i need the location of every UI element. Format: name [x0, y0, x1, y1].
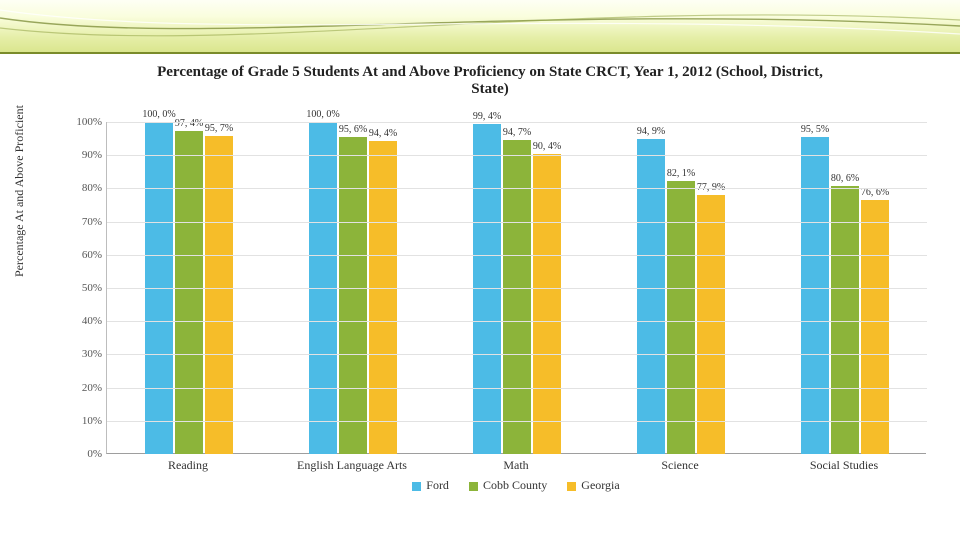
- bar-value-label: 95, 7%: [205, 123, 233, 134]
- grid-line: [107, 188, 927, 189]
- bar-value-label: 95, 6%: [339, 124, 367, 135]
- chart-title: Percentage of Grade 5 Students At and Ab…: [140, 64, 840, 98]
- legend-label: Georgia: [581, 478, 619, 492]
- grid-line: [107, 122, 927, 123]
- legend-swatch-icon: [469, 482, 478, 491]
- y-tick: 30%: [58, 348, 102, 360]
- bar: [861, 200, 889, 454]
- grid-line: [107, 354, 927, 355]
- bar-value-label: 99, 4%: [473, 111, 501, 122]
- y-tick: 70%: [58, 216, 102, 228]
- bar-value-label: 100, 0%: [142, 109, 175, 120]
- category-label: English Language Arts: [270, 458, 434, 473]
- slide-banner-line: [0, 52, 960, 54]
- bar-value-label: 94, 7%: [503, 127, 531, 138]
- grid-line: [107, 421, 927, 422]
- legend-label: Cobb County: [483, 478, 547, 492]
- y-tick: 50%: [58, 282, 102, 294]
- legend-item: Cobb County: [469, 478, 547, 493]
- legend-label: Ford: [426, 478, 449, 492]
- legend-swatch-icon: [567, 482, 576, 491]
- y-axis-label: Percentage At and Above Proficient: [12, 105, 27, 277]
- chart: Percentage At and Above Proficient 100, …: [58, 122, 938, 492]
- category-label: Science: [598, 458, 762, 473]
- y-tick: 40%: [58, 315, 102, 327]
- category-label: Reading: [106, 458, 270, 473]
- grid-line: [107, 388, 927, 389]
- bar: [175, 131, 203, 454]
- y-tick: 90%: [58, 149, 102, 161]
- bar: [473, 124, 501, 454]
- y-tick: 0%: [58, 448, 102, 460]
- bar: [637, 139, 665, 454]
- bar: [503, 140, 531, 454]
- legend-swatch-icon: [412, 482, 421, 491]
- bar: [205, 136, 233, 454]
- bar: [801, 137, 829, 454]
- y-tick: 10%: [58, 415, 102, 427]
- legend-item: Ford: [412, 478, 449, 493]
- bar-value-label: 97, 4%: [175, 118, 203, 129]
- category-label: Math: [434, 458, 598, 473]
- category-label: Social Studies: [762, 458, 926, 473]
- y-tick: 80%: [58, 182, 102, 194]
- y-tick: 60%: [58, 249, 102, 261]
- legend: Ford Cobb County Georgia: [106, 478, 926, 493]
- bar-value-label: 94, 9%: [637, 126, 665, 137]
- grid-line: [107, 255, 927, 256]
- bar-value-label: 95, 5%: [801, 124, 829, 135]
- slide-banner: [0, 0, 960, 54]
- y-tick: 100%: [58, 116, 102, 128]
- grid-line: [107, 222, 927, 223]
- bar: [697, 195, 725, 454]
- bar: [533, 154, 561, 454]
- grid-line: [107, 321, 927, 322]
- bar-value-label: 80, 6%: [831, 173, 859, 184]
- y-tick: 20%: [58, 382, 102, 394]
- bar-value-label: 100, 0%: [306, 109, 339, 120]
- slide: Percentage of Grade 5 Students At and Ab…: [0, 0, 960, 540]
- bar-value-label: 94, 4%: [369, 128, 397, 139]
- bar-value-label: 90, 4%: [533, 141, 561, 152]
- bar-value-label: 82, 1%: [667, 168, 695, 179]
- legend-item: Georgia: [567, 478, 619, 493]
- grid-line: [107, 155, 927, 156]
- plot-area: 100, 0%97, 4%95, 7%100, 0%95, 6%94, 4%99…: [106, 122, 926, 454]
- grid-line: [107, 288, 927, 289]
- bar: [339, 137, 367, 454]
